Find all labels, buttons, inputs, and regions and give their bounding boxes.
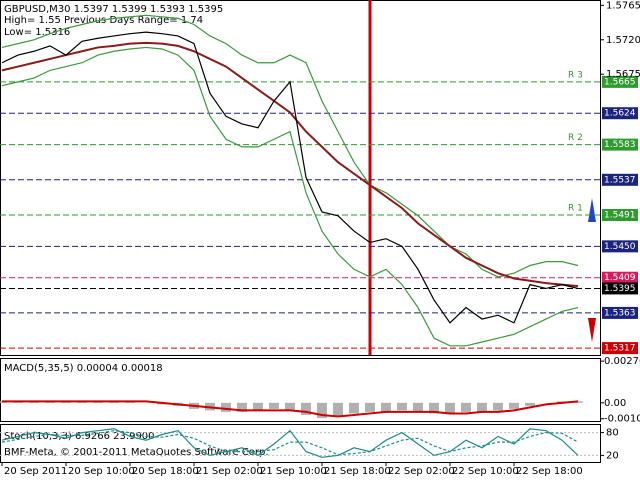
indicator-line (1, 41, 579, 288)
macd-bar (301, 402, 311, 415)
footer: BMF-Meta, © 2001-2011 MetaQuotes Softwar… (4, 447, 269, 458)
y-tick-label: 0.00276 (604, 356, 640, 367)
macd-bar (525, 402, 535, 406)
level-box (602, 208, 638, 221)
macd-bar (509, 402, 519, 409)
macd-bar (413, 402, 423, 412)
annotation: Previous Days Range= 1.74 (64, 15, 203, 26)
price-line (1, 31, 579, 324)
down-arrow (588, 318, 596, 342)
macd-bar (221, 402, 231, 412)
macd-bar (285, 402, 295, 411)
level-box (602, 75, 638, 88)
macd-bar (349, 402, 359, 414)
level-box (602, 306, 638, 319)
level-label: 1.5537 (604, 175, 636, 185)
level-tag: R 3 (568, 70, 583, 80)
level-label: 1.5665 (604, 77, 636, 87)
macd-bar (269, 402, 279, 409)
level-label: 1.5450 (604, 242, 636, 252)
signal-line (2, 400, 579, 418)
y-tick-label: 1.5765 (606, 0, 640, 11)
main-frame (0, 0, 601, 356)
x-tick-label: 22 Sep 10:00 (452, 466, 519, 477)
level-label: 1.5583 (604, 140, 636, 150)
macd-frame (0, 358, 601, 422)
x-tick-label: 21 Sep 18:00 (324, 466, 391, 477)
macd-bar (333, 402, 343, 417)
level-box (602, 138, 638, 151)
x-tick-label: 22 Sep 02:00 (388, 466, 455, 477)
macd-title: MACD(5,35,5) 0.00004 0.00018 (4, 363, 163, 374)
y-tick-label: 1.5675 (606, 69, 640, 80)
indicator-line (1, 14, 579, 278)
macd-bar (397, 402, 407, 411)
y-tick-label: 0.00 (604, 398, 626, 409)
level-box (602, 271, 638, 284)
level-tag: R 1 (568, 203, 583, 213)
y-tick-label: 80 (606, 428, 619, 439)
macd-bar (461, 402, 471, 412)
y-tick-label: 20 (606, 450, 619, 461)
macd-bar (237, 402, 247, 412)
macd-bar (317, 402, 327, 418)
x-tick-label: 20 Sep 10:00 (68, 466, 135, 477)
macd-bar (429, 402, 439, 414)
level-box (602, 282, 638, 295)
macd-bar (253, 402, 263, 411)
level-box (602, 173, 638, 186)
level-box (602, 342, 638, 355)
level-label: 1.5409 (604, 273, 636, 283)
stoch-line (1, 428, 579, 458)
macd-bar (493, 402, 503, 411)
macd-bar (365, 402, 375, 412)
x-tick-label: 22 Sep 18:00 (516, 466, 583, 477)
up-arrow (588, 198, 596, 222)
level-label: 1.5491 (604, 210, 636, 220)
y-tick-label: -0.00105 (604, 414, 640, 425)
stoch-frame (0, 424, 601, 463)
level-label: 1.5395 (604, 284, 636, 294)
level-box (602, 107, 638, 120)
level-label: 1.5363 (604, 308, 636, 318)
symbol-header: GBPUSD,M30 1.5397 1.5399 1.5393 1.5395 (4, 4, 223, 15)
y-tick-label: 1.5720 (606, 35, 640, 46)
level-box (602, 240, 638, 253)
macd-bar (381, 402, 391, 412)
stoch-line (1, 430, 579, 456)
stoch-title: Stoch(10,3,3) 6.9266 23.9900 (4, 431, 155, 442)
macd-bar (477, 402, 487, 412)
macd-bar (445, 402, 455, 414)
indicator-line (1, 46, 579, 347)
level-label: 1.5624 (604, 109, 636, 119)
annotation: High= 1.55 (4, 15, 61, 26)
level-label: 1.5317 (604, 344, 636, 354)
x-tick-label: 20 Sep 18:00 (132, 466, 199, 477)
annotation: Low= 1.5316 (4, 27, 70, 38)
x-tick-label: 20 Sep 2011 (4, 466, 67, 477)
x-tick-label: 21 Sep 02:00 (196, 466, 263, 477)
level-tag: R 2 (568, 133, 583, 143)
x-tick-label: 21 Sep 10:00 (260, 466, 327, 477)
